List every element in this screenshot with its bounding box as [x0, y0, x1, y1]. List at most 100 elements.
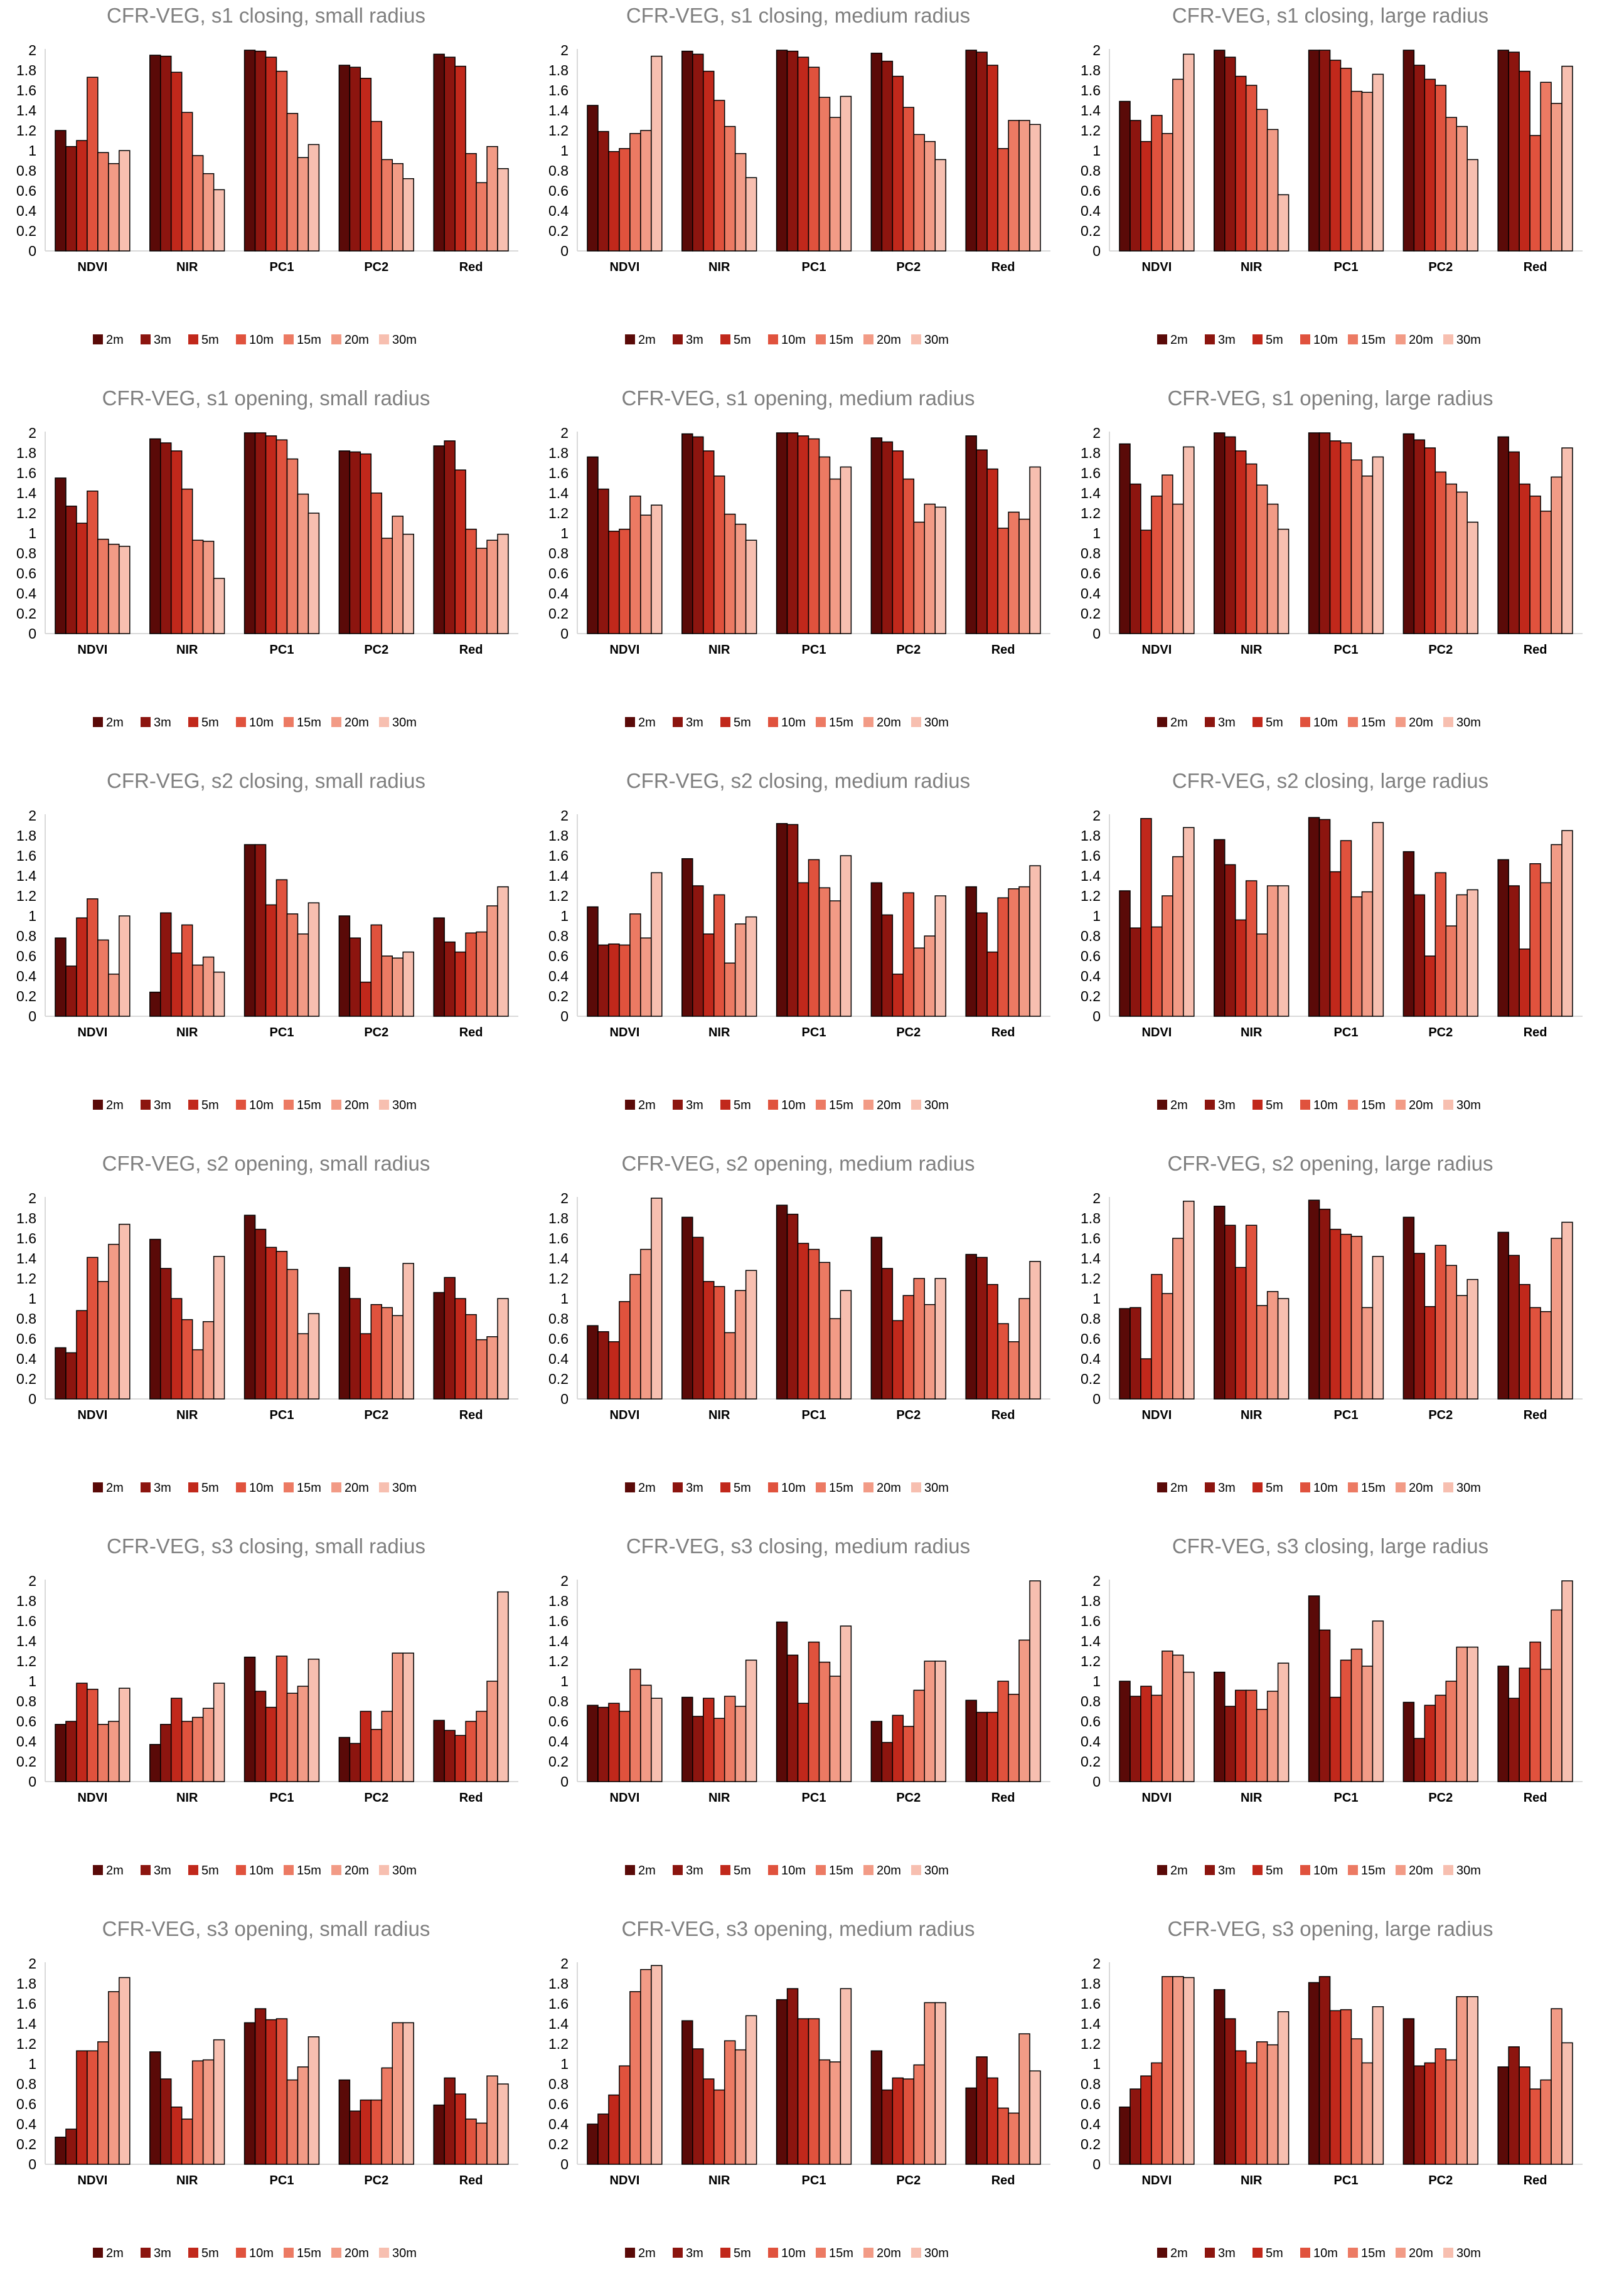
- bar: [1561, 1221, 1573, 1400]
- y-tick-label: 0: [28, 1391, 36, 1407]
- x-tick-label: NDVI: [78, 260, 108, 274]
- y-tick-label: 1.4: [16, 1250, 36, 1267]
- chart-panel: CFR-VEG, s2 opening, large radius 0 0.2 0.4…: [1064, 1148, 1596, 1531]
- bar: [1008, 2112, 1020, 2165]
- bar: [1372, 822, 1384, 1017]
- bar: [1018, 120, 1030, 252]
- bar: [587, 1704, 599, 1782]
- legend-label: 20m: [877, 333, 901, 347]
- legend-swatch: [1443, 1100, 1453, 1110]
- legend-label: 30m: [1456, 1098, 1481, 1112]
- legend-label: 30m: [924, 1864, 949, 1878]
- legend-label: 2m: [1170, 333, 1188, 347]
- bar: [360, 78, 372, 252]
- y-tick-label: 1.8: [1081, 445, 1101, 461]
- legend-label: 5m: [734, 716, 751, 730]
- legend-swatch: [673, 1865, 683, 1875]
- bar: [1140, 141, 1152, 252]
- legend-swatch: [331, 717, 341, 727]
- bar: [1551, 476, 1562, 634]
- bar-chart: CFR-VEG, s2 closing, large radius 0 0.2 0.4…: [1081, 769, 1583, 1112]
- bar: [1245, 880, 1258, 1017]
- y-tick-label: 1.2: [16, 888, 36, 904]
- bar: [1372, 2006, 1384, 2165]
- bar: [1350, 90, 1363, 252]
- legend-label: 10m: [249, 333, 274, 347]
- bar: [254, 844, 267, 1017]
- y-tick-label: 0.4: [16, 1733, 36, 1750]
- x-tick-label: NIR: [1241, 260, 1263, 274]
- bar: [1402, 433, 1415, 634]
- x-tick-label: PC2: [896, 2174, 921, 2187]
- bar: [170, 2107, 183, 2165]
- bar-chart: CFR-VEG, s1 opening, medium radius 0 0.2 0.…: [548, 386, 1050, 730]
- bar: [629, 133, 641, 252]
- chart-panel: CFR-VEG, s2 closing, medium radius 0 0.2 0.…: [532, 765, 1064, 1148]
- legend-label: 30m: [392, 716, 417, 730]
- bar: [191, 2060, 204, 2165]
- bar: [497, 1298, 509, 1400]
- bar: [1413, 894, 1426, 1017]
- y-tick-label: 0: [560, 625, 569, 642]
- bar: [1008, 511, 1020, 634]
- x-tick-label: NIR: [1241, 643, 1263, 657]
- bar: [902, 1726, 915, 1782]
- bar: [191, 155, 204, 252]
- y-tick-label: 0.6: [1081, 948, 1101, 964]
- y-tick-label: 0.6: [1081, 183, 1101, 199]
- bar: [338, 1267, 351, 1400]
- bar: [881, 2089, 894, 2165]
- bar: [1497, 1666, 1509, 1782]
- legend-label: 3m: [1218, 716, 1236, 730]
- x-tick-label: PC2: [364, 1791, 388, 1805]
- x-tick-label: PC2: [364, 2174, 388, 2187]
- x-tick-label: PC2: [364, 260, 388, 274]
- bar: [454, 2093, 466, 2165]
- x-tick-label: Red: [1524, 2174, 1547, 2187]
- x-tick-label: NIR: [176, 1026, 198, 1039]
- bar: [997, 897, 1009, 1017]
- y-tick-label: 0.2: [1081, 223, 1101, 239]
- bar: [265, 435, 277, 634]
- y-tick-label: 0: [1092, 1391, 1101, 1407]
- legend-swatch: [816, 334, 826, 344]
- bar: [1361, 1666, 1374, 1782]
- y-tick-label: 0.6: [1081, 1331, 1101, 1347]
- x-tick-label: NDVI: [1142, 1791, 1172, 1805]
- bar: [454, 1298, 466, 1400]
- bar: [1434, 85, 1447, 252]
- bar: [913, 134, 926, 252]
- legend-label: 30m: [392, 1098, 417, 1112]
- bar: [597, 944, 609, 1017]
- bar: [486, 539, 498, 634]
- y-tick-label: 1.6: [548, 848, 569, 864]
- bar: [1456, 894, 1468, 1017]
- bar: [829, 478, 841, 634]
- legend-swatch: [911, 717, 921, 727]
- bar: [1497, 1231, 1509, 1400]
- bar: [640, 937, 652, 1017]
- y-tick-label: 0.8: [548, 928, 569, 944]
- legend-swatch: [1348, 1100, 1358, 1110]
- legend-label: 15m: [1361, 1481, 1386, 1495]
- bar: [1162, 1650, 1173, 1782]
- legend-swatch: [720, 334, 730, 344]
- legend-label: 15m: [829, 716, 853, 730]
- x-tick-label: NIR: [708, 1791, 730, 1805]
- y-tick-label: 0: [28, 2156, 36, 2172]
- bar: [1130, 2088, 1141, 2165]
- y-tick-label: 1.4: [1081, 485, 1101, 501]
- y-tick-label: 1.2: [16, 505, 36, 521]
- bar: [265, 2019, 277, 2165]
- legend-swatch: [188, 717, 198, 727]
- legend-label: 20m: [877, 1098, 901, 1112]
- x-tick-label: PC2: [1428, 1791, 1453, 1805]
- y-tick-label: 1.6: [16, 465, 36, 481]
- bar: [1130, 120, 1141, 252]
- bar: [381, 2067, 393, 2165]
- legend-swatch: [236, 2248, 246, 2258]
- bar: [818, 887, 831, 1017]
- bar: [202, 1708, 215, 1782]
- bar: [1214, 1989, 1226, 2165]
- bar: [1266, 2044, 1279, 2165]
